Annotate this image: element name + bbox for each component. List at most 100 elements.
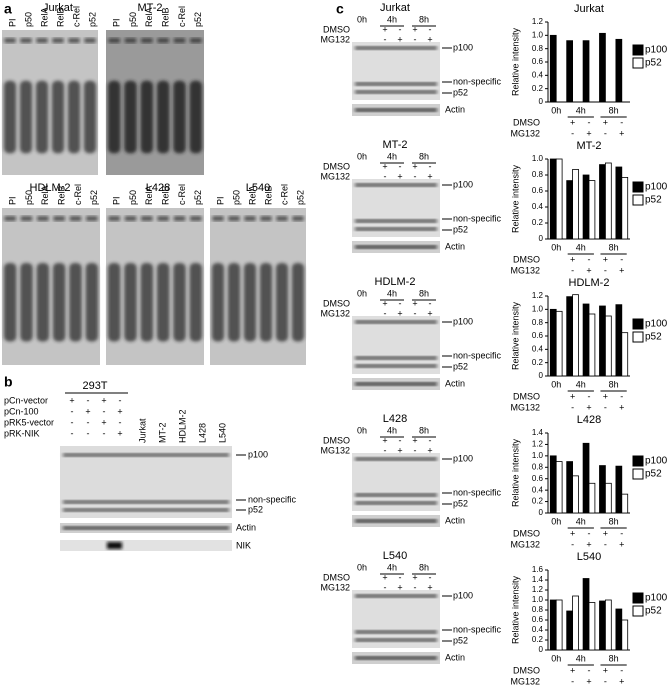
bar: [599, 465, 606, 514]
gel-band: [141, 38, 153, 43]
bar: [605, 482, 612, 514]
bar: [615, 608, 623, 651]
gel: [352, 42, 440, 100]
y-tick-label: 0.8: [532, 170, 544, 179]
gel-band: [4, 216, 16, 221]
lane-label: p52: [193, 12, 203, 27]
legend-swatch: [632, 592, 644, 604]
gel-band: [53, 216, 65, 221]
gel-band: [20, 38, 32, 43]
treatment-mark: +: [603, 528, 608, 538]
gel-band: [355, 656, 437, 660]
gel: [2, 30, 98, 175]
row-label: MG132: [320, 34, 350, 44]
row-mark: -: [429, 435, 432, 445]
time-label: 8h: [419, 562, 429, 572]
bar: [555, 158, 563, 240]
bar: [555, 461, 563, 514]
y-tick-label: 1.0: [532, 595, 544, 604]
y-tick-label: 0: [539, 645, 544, 654]
gel-band: [157, 38, 169, 43]
y-tick-label: 0.2: [532, 635, 544, 644]
row-mark: -: [429, 572, 432, 582]
bar: [572, 168, 579, 240]
y-tick-label: 1.2: [532, 291, 544, 300]
y-tick-label: 0: [539, 97, 544, 106]
row-mark: -: [414, 34, 417, 44]
legend-swatch: [632, 468, 644, 480]
row-label: DMSO: [323, 24, 350, 34]
gel-title: HDLM-2: [30, 182, 71, 194]
legend-label: p100: [645, 45, 668, 56]
band-label: p100: [453, 179, 473, 189]
treatment-mark: -: [571, 128, 574, 138]
bar: [549, 599, 557, 651]
gel-band: [355, 82, 437, 86]
gel-smear: [107, 80, 121, 154]
gel-band: [355, 320, 437, 324]
gel-band: [173, 38, 186, 43]
chart-title: L540: [577, 551, 601, 563]
gel-smear: [275, 262, 289, 342]
gel-band: [20, 216, 33, 221]
treatment-mark: +: [586, 402, 591, 412]
y-tick-label: 0: [539, 508, 544, 517]
treatment-mark: -: [588, 117, 591, 127]
y-axis-label: Relative intensity: [510, 438, 520, 507]
treatment-mark: +: [603, 117, 608, 127]
bar: [549, 308, 557, 377]
legend-label: p52: [645, 606, 662, 617]
treatment-mark: +: [619, 265, 624, 275]
legend-label: p52: [645, 332, 662, 343]
group-label: 8h: [609, 105, 619, 115]
row-mark: +: [397, 582, 402, 592]
row-label: DMSO: [323, 572, 350, 582]
row-mark: -: [399, 435, 402, 445]
group-label: 8h: [609, 379, 619, 389]
gel-strip: [60, 540, 232, 551]
group-label: 4h: [576, 105, 586, 115]
gel-band: [63, 508, 229, 512]
gel-title: L540: [383, 550, 407, 562]
row-label: MG132: [320, 171, 350, 181]
row-label: DMSO: [323, 435, 350, 445]
y-axis-label: Relative intensity: [510, 301, 520, 370]
bar: [549, 158, 557, 240]
treatment-mark: +: [570, 117, 575, 127]
gel-band: [63, 453, 229, 457]
y-tick-label: 0.2: [532, 358, 544, 367]
gel-title: MT-2: [382, 139, 407, 151]
y-tick-label: 0: [539, 234, 544, 243]
chart-title: Jurkat: [574, 3, 604, 15]
gel-smear: [173, 262, 186, 342]
lane-label: c-Rel: [279, 184, 289, 205]
time-label: 0h: [357, 151, 367, 161]
gel-band: [69, 216, 82, 221]
legend-swatch: [632, 181, 644, 193]
row-mark: -: [103, 406, 106, 416]
bar: [566, 180, 573, 240]
gel-smear: [124, 262, 137, 342]
x-tick-label: 0h: [551, 653, 561, 663]
row-mark: -: [87, 428, 90, 438]
gel: [2, 208, 100, 365]
group-label: 8h: [609, 516, 619, 526]
x-tick-label: 0h: [551, 242, 561, 252]
row-mark: +: [382, 24, 387, 34]
band-label: p52: [248, 504, 263, 514]
gel-band: [260, 216, 272, 221]
band-label: p100: [453, 453, 473, 463]
band-label: p100: [453, 316, 473, 326]
lane-label: PI: [112, 18, 122, 27]
treatment-mark: +: [586, 676, 591, 685]
legend-swatch: [632, 331, 644, 343]
gel-smear: [140, 262, 154, 342]
bar: [599, 32, 606, 103]
gel-band: [355, 594, 437, 598]
bar: [615, 38, 623, 103]
gel-smear: [107, 262, 121, 342]
lane-label: RelA: [39, 7, 49, 27]
chart-title: HDLM-2: [569, 277, 610, 289]
bar: [621, 619, 629, 651]
y-tick-label: 0.4: [532, 344, 544, 353]
